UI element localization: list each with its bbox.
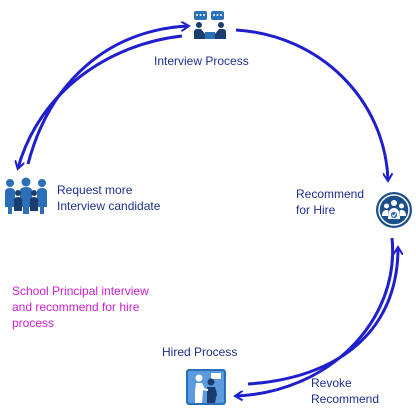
arrow-revoke-hired-to-recommend: [247, 248, 398, 386]
node-label-recommend: Recommend for Hire: [296, 187, 365, 217]
arrow-recommend-to-hired: [236, 237, 395, 396]
people-group-icon: [5, 177, 47, 214]
edge-label-revoke: Revoke Recommend: [311, 376, 380, 406]
node-label-request: Request more Interview candidate: [57, 183, 161, 213]
arrow-request-to-interview: [26, 26, 188, 165]
arrow-interview-to-request: [18, 34, 183, 168]
interview-meeting-icon: [194, 11, 226, 39]
process-description-note: School Principal interview and recommend…: [12, 284, 149, 330]
node-label-hired: Hired Process: [162, 345, 238, 359]
recommend-badge-icon: [376, 192, 412, 228]
arrow-interview-to-recommend: [235, 28, 388, 180]
handshake-hire-icon: [186, 369, 226, 405]
node-label-interview: Interview Process: [154, 54, 249, 68]
